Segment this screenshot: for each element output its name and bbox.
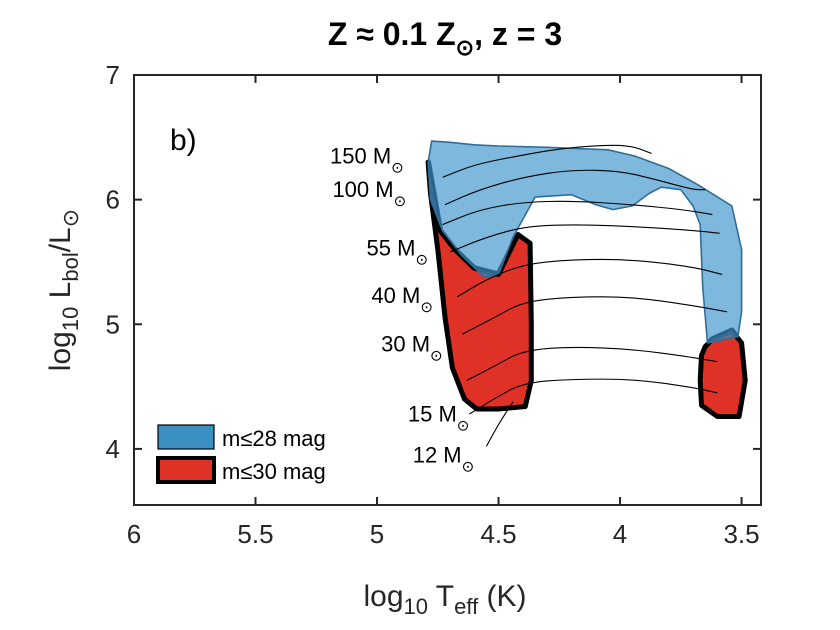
legend-swatch-red	[156, 456, 216, 484]
region-m28-edge	[427, 140, 743, 344]
y-axis-label: log10 Lbol/L⊙	[44, 209, 83, 371]
x-tick-label: 4	[613, 519, 627, 549]
region-m28-fill	[428, 141, 742, 343]
legend: m≤28 mag m≤30 mag	[156, 424, 326, 484]
x-tick-label: 6	[127, 519, 141, 549]
y-tick-label: 6	[106, 185, 120, 215]
mass-label: 30 M⊙	[381, 332, 443, 365]
track-100-msun	[444, 169, 706, 206]
y-tick-label: 5	[106, 309, 120, 339]
mass-label: 15 M⊙	[408, 401, 469, 434]
panel-label: b)	[170, 124, 197, 157]
legend-label-blue: m≤28 mag	[222, 426, 326, 451]
chart-title: Z ≈ 0.1 Z⊙, z = 3	[328, 16, 562, 60]
mass-label: 150 M⊙	[330, 143, 404, 176]
evolution-tracks	[442, 144, 728, 447]
x-tick-label: 3.5	[723, 519, 759, 549]
axes-frame	[133, 74, 762, 506]
y-tick-label: 7	[106, 60, 120, 90]
mass-label: 100 M⊙	[332, 177, 406, 210]
track-150-msun	[442, 144, 652, 178]
track-55-msun	[449, 224, 720, 253]
plot-content	[425, 140, 748, 419]
mass-label: 55 M⊙	[367, 236, 429, 269]
x-tick-label: 5	[370, 519, 384, 549]
track-70-msun	[442, 200, 713, 226]
y-tick-label: 4	[106, 434, 120, 464]
x-axis-label: log10 Teff (K)	[363, 580, 526, 619]
region-overlap-edge-cool	[697, 327, 742, 343]
axis-ticks: 6 5.5 5 4.5 4 3.5 4 5 6 7	[106, 60, 761, 549]
legend-swatch-blue	[157, 424, 215, 450]
legend-label-red: m≤30 mag	[222, 459, 326, 484]
track-20-msun	[466, 346, 718, 381]
track-30-msun	[461, 296, 728, 335]
x-tick-label: 4.5	[480, 519, 516, 549]
mass-labels: 150 M⊙100 M⊙ 55 M⊙ 40 M⊙ 30 M⊙ 15 M⊙ 12 M⊙	[330, 143, 474, 475]
track-12-msun	[485, 401, 514, 447]
x-tick-label: 5.5	[237, 519, 273, 549]
track-40-msun	[456, 258, 723, 298]
track-15-msun	[469, 378, 718, 415]
mass-label: 40 M⊙	[371, 283, 433, 316]
mass-label: 12 M⊙	[413, 443, 475, 476]
